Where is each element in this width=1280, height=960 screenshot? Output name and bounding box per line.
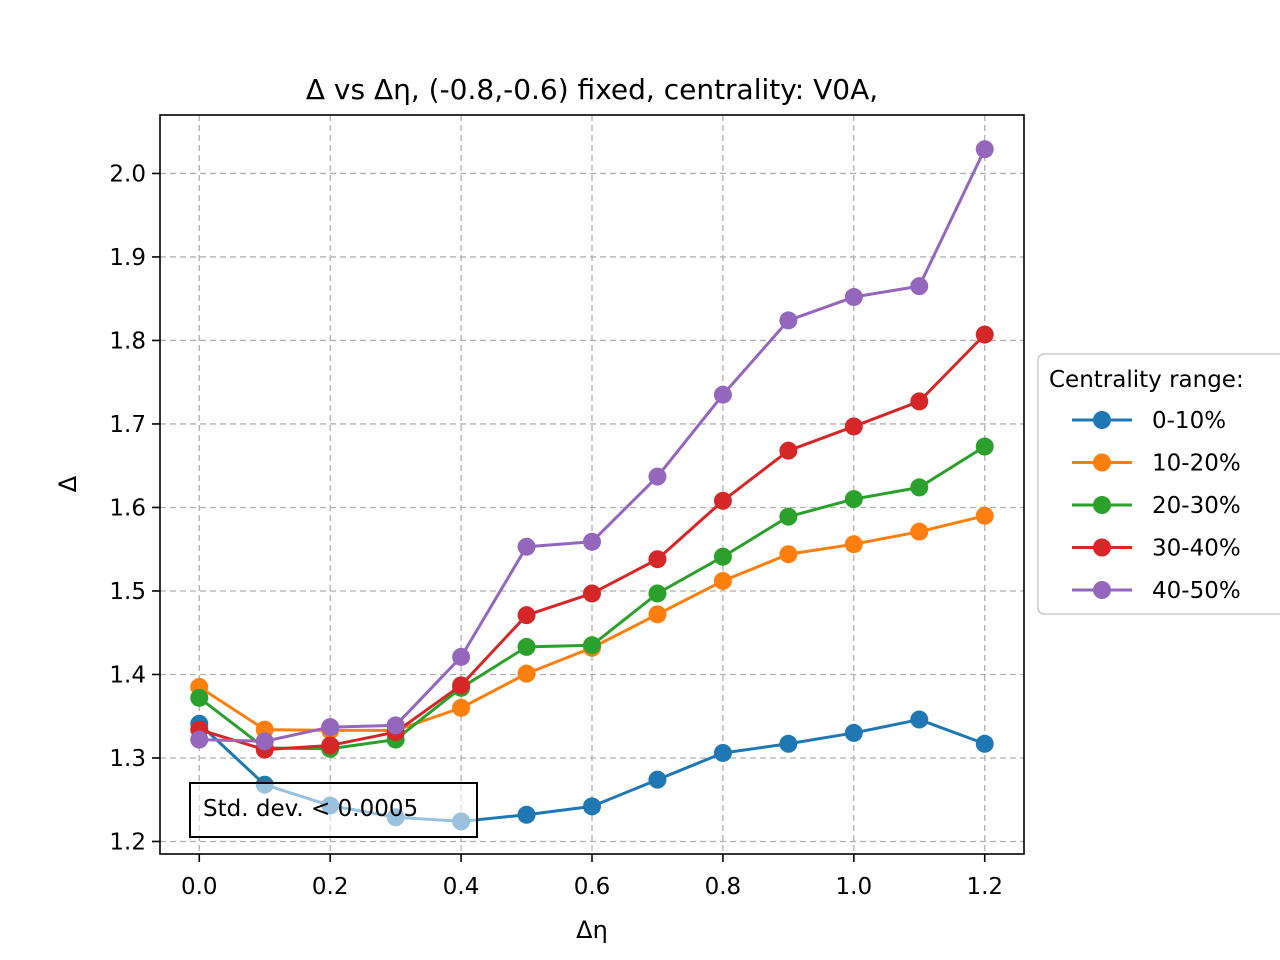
- data-point: [975, 734, 994, 753]
- data-point: [452, 647, 471, 666]
- legend-item: 40-50%: [1072, 578, 1241, 604]
- y-axis-label: Δ: [54, 475, 82, 492]
- legend-marker: [1093, 411, 1111, 429]
- data-point: [713, 571, 732, 590]
- data-point: [386, 716, 405, 735]
- x-tick-label: 0.0: [181, 874, 218, 900]
- legend-marker: [1093, 538, 1111, 557]
- data-point: [583, 584, 601, 603]
- data-point: [583, 797, 601, 816]
- data-point: [190, 688, 209, 707]
- legend-marker: [1093, 581, 1111, 599]
- data-point: [517, 664, 536, 683]
- legend-label: 10-20%: [1152, 451, 1241, 477]
- data-point: [975, 140, 994, 159]
- data-point: [190, 730, 209, 749]
- y-tick-label: 1.5: [109, 579, 146, 605]
- legend-item: 20-30%: [1072, 493, 1241, 519]
- legend-label: 30-40%: [1152, 536, 1241, 562]
- data-point: [713, 385, 732, 404]
- data-point: [910, 277, 929, 296]
- data-point: [321, 718, 340, 737]
- data-point: [517, 637, 536, 656]
- data-point: [910, 392, 929, 411]
- data-point: [779, 734, 798, 753]
- data-point: [975, 325, 994, 344]
- x-tick-label: 0.6: [574, 874, 611, 900]
- data-point: [648, 550, 667, 569]
- data-point: [975, 506, 994, 525]
- x-tick-label: 1.0: [836, 874, 873, 900]
- data-point: [517, 606, 536, 625]
- data-point: [910, 478, 929, 497]
- y-tick-label: 1.9: [109, 245, 146, 271]
- annotation-box: Std. dev. < 0.0005: [189, 782, 478, 838]
- data-point: [321, 736, 340, 755]
- data-point: [517, 537, 536, 556]
- data-point: [648, 605, 667, 624]
- x-tick-label: 0.2: [312, 874, 349, 900]
- series-40-50%: [190, 140, 994, 751]
- legend-marker: [1093, 453, 1111, 472]
- data-point: [844, 535, 863, 554]
- data-point: [713, 743, 732, 762]
- data-point: [452, 698, 471, 717]
- axis-ticks: 0.0 0.2 0.4 0.6 0.8 1.0 1.2 1.2 1.3 1.4 1.5 1.6 1.7 1…: [109, 161, 1003, 900]
- data-point: [779, 441, 798, 460]
- legend-label: 40-50%: [1152, 578, 1241, 604]
- data-point: [910, 710, 929, 729]
- y-tick-label: 1.8: [109, 328, 146, 354]
- data-point: [713, 547, 732, 566]
- legend-items: 0-10% 10-20% 20-30% 30-40% 40-50%: [1072, 408, 1241, 604]
- annotation-text: Std. dev. < 0.0005: [203, 796, 418, 822]
- data-point: [648, 467, 667, 486]
- data-point: [517, 805, 536, 824]
- y-tick-label: 1.6: [109, 495, 146, 521]
- legend-title: Centrality range:: [1049, 367, 1244, 393]
- data-point: [844, 723, 863, 742]
- data-point: [844, 288, 863, 307]
- legend: Centrality range: 0-10% 10-20% 20-30% 30-40…: [1037, 353, 1280, 615]
- data-point: [583, 532, 601, 551]
- data-point: [910, 522, 929, 541]
- x-tick-label: 1.2: [966, 874, 1003, 900]
- y-tick-label: 2.0: [109, 161, 146, 187]
- data-point: [844, 417, 863, 436]
- legend-marker: [1093, 496, 1111, 514]
- legend-label: 20-30%: [1152, 493, 1241, 519]
- data-point: [975, 437, 994, 456]
- data-point: [844, 490, 863, 509]
- legend-item: 10-20%: [1072, 451, 1241, 477]
- y-tick-label: 1.4: [109, 662, 146, 688]
- x-axis-label: Δη: [576, 916, 608, 944]
- data-point: [583, 636, 601, 655]
- data-point: [779, 311, 798, 330]
- data-point: [779, 545, 798, 564]
- legend-item: 30-40%: [1072, 536, 1241, 562]
- annotation-frame: [189, 782, 478, 838]
- data-point: [648, 584, 667, 603]
- x-tick-label: 0.8: [705, 874, 742, 900]
- data-point: [779, 507, 798, 526]
- legend-item: 0-10%: [1072, 408, 1226, 434]
- data-point: [713, 491, 732, 510]
- x-tick-label: 0.4: [443, 874, 480, 900]
- data-point: [648, 770, 667, 789]
- y-tick-label: 1.7: [109, 412, 146, 438]
- legend-frame: [1037, 353, 1280, 615]
- y-tick-label: 1.2: [109, 829, 146, 855]
- y-tick-label: 1.3: [109, 746, 146, 772]
- legend-label: 0-10%: [1152, 408, 1226, 434]
- data-point: [255, 732, 274, 751]
- chart-title: Δ vs Δη, (-0.8,-0.6) fixed, centrality: …: [306, 73, 878, 106]
- data-point: [452, 676, 471, 695]
